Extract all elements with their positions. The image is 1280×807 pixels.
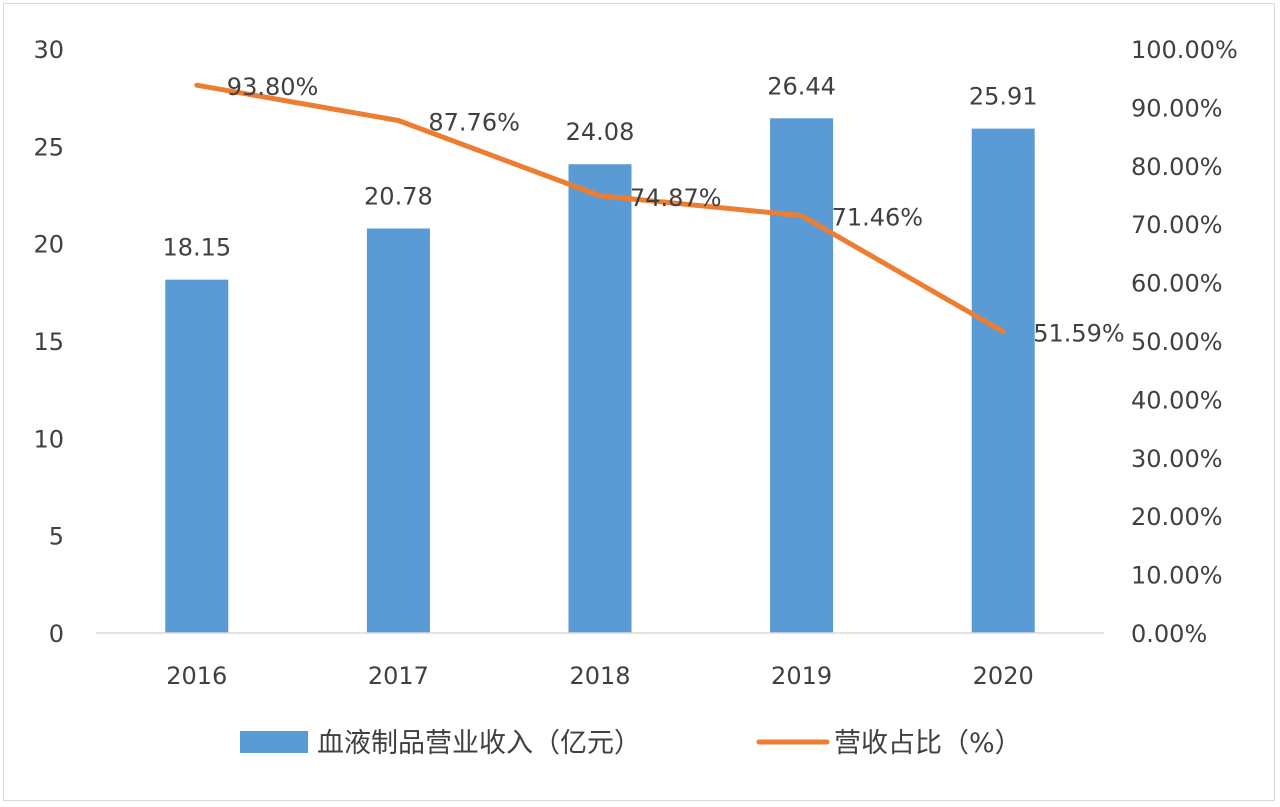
right-tick-label: 20.00% [1131,503,1223,531]
bar-value-label: 18.15 [162,234,231,262]
left-tick-label: 20 [33,231,64,259]
chart-frame: 0 5 10 15 20 25 30 0.00% 10.00% 20.00% 30.00% 40.00… [3,3,1275,801]
bar-2019 [770,118,834,633]
right-tick-label: 40.00% [1131,386,1223,414]
right-tick-label: 80.00% [1131,153,1223,181]
x-tick-label: 2019 [771,662,832,690]
bars-layer [165,118,1035,634]
bar-value-label: 24.08 [566,118,635,146]
left-tick-label: 25 [33,133,64,161]
right-tick-label: 60.00% [1131,270,1223,298]
left-tick-label: 30 [33,36,64,64]
legend-bar-swatch [240,731,308,753]
left-tick-label: 0 [49,620,64,648]
labels-layer: 18.15 20.78 24.08 26.44 25.91 93.80% 87.76% 74.… [162,72,1124,347]
right-tick-label: 70.00% [1131,211,1223,239]
bar-2020 [971,128,1035,634]
x-tick-label: 2018 [569,662,630,690]
ratio-value-label: 51.59% [1033,320,1125,348]
legend-line-label: 营收占比（%） [834,728,1022,759]
legend: 血液制品营业收入（亿元） 营收占比（%） [240,728,1022,759]
ratio-value-label: 93.80% [227,73,319,101]
bar-2016 [165,279,229,633]
left-tick-label: 15 [33,328,64,356]
x-tick-label: 2016 [166,662,227,690]
right-tick-label: 100.00% [1131,36,1238,64]
x-tick-label: 2020 [973,662,1034,690]
right-tick-label: 30.00% [1131,445,1223,473]
bar-value-label: 25.91 [969,83,1038,111]
ratio-value-label: 87.76% [428,108,520,136]
right-tick-label: 50.00% [1131,328,1223,356]
ratio-value-label: 74.87% [630,184,722,212]
right-tick-label: 90.00% [1131,94,1223,122]
legend-bar-label: 血液制品营业收入（亿元） [317,728,641,759]
ratio-value-label: 71.46% [832,204,924,232]
right-tick-label: 0.00% [1131,620,1207,648]
right-tick-label: 10.00% [1131,562,1223,590]
left-tick-label: 10 [33,425,64,453]
bar-2017 [366,228,430,633]
line-layer [194,82,1006,335]
combo-chart: 0 5 10 15 20 25 30 0.00% 10.00% 20.00% 30.00% 40.00… [33,36,1237,759]
bar-value-label: 26.44 [767,72,836,100]
axis-layer: 0 5 10 15 20 25 30 0.00% 10.00% 20.00% 30.00% 40.00… [33,36,1237,690]
bar-2018 [568,164,632,633]
left-tick-label: 5 [49,523,64,551]
bar-value-label: 20.78 [364,182,433,210]
x-tick-label: 2017 [368,662,429,690]
